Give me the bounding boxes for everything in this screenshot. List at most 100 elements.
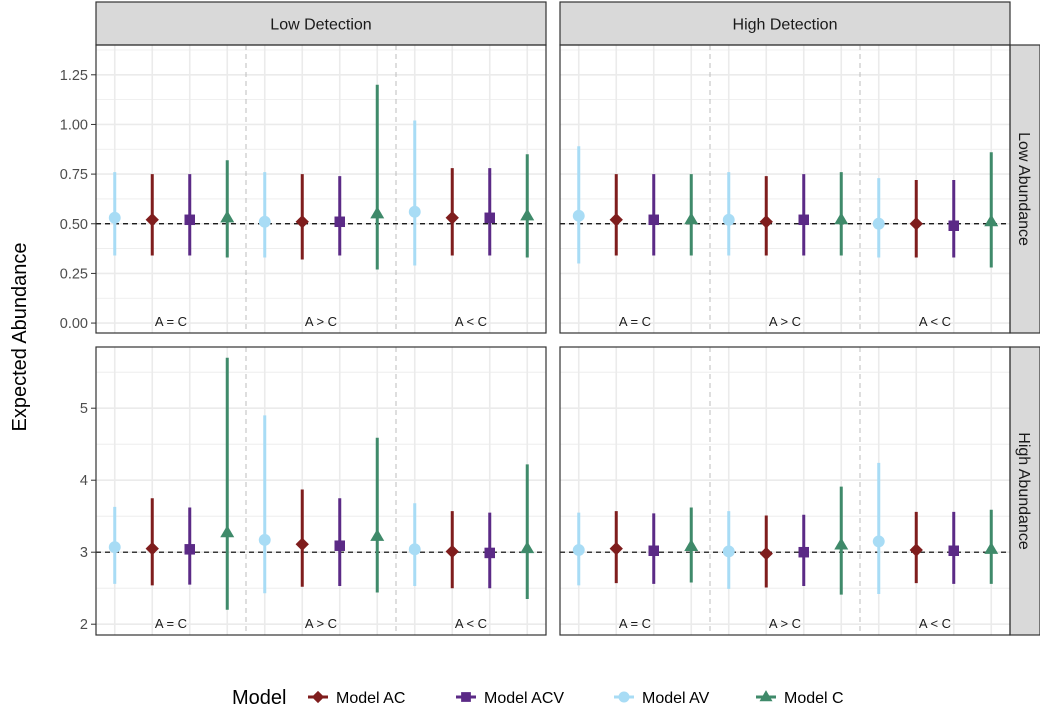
panel-border bbox=[559, 346, 1011, 636]
y-tick-label: 1.00 bbox=[60, 117, 88, 133]
group-label: A > C bbox=[769, 616, 801, 631]
group-label: A = C bbox=[619, 314, 651, 329]
panel-background bbox=[96, 45, 546, 333]
group-label: A > C bbox=[305, 314, 337, 329]
point-model-c bbox=[684, 212, 699, 225]
point-model-av bbox=[108, 541, 121, 554]
point-model-c bbox=[220, 525, 235, 538]
group-label: A < C bbox=[919, 314, 951, 329]
point-model-acv bbox=[948, 545, 959, 557]
panel-border bbox=[559, 44, 1011, 334]
panel-layer: Low Detection High Detection Low Abundance… bbox=[95, 1, 1040, 636]
point-model-c bbox=[370, 528, 385, 541]
point-model-ac bbox=[445, 544, 459, 559]
point-model-ac bbox=[759, 215, 773, 229]
point-model-av bbox=[258, 215, 271, 228]
y-tick-label: 0.25 bbox=[60, 266, 88, 282]
group-label: A < C bbox=[455, 616, 487, 631]
point-model-acv bbox=[484, 547, 495, 559]
column-strip-label: Low Detection bbox=[270, 17, 371, 34]
legend-key-marker bbox=[618, 691, 630, 703]
point-model-c bbox=[984, 214, 999, 227]
point-model-c bbox=[220, 210, 235, 223]
point-model-c bbox=[370, 206, 385, 219]
point-model-c bbox=[834, 537, 849, 550]
group-label: A < C bbox=[455, 314, 487, 329]
point-model-acv bbox=[648, 545, 659, 557]
panel-background bbox=[96, 347, 546, 635]
point-model-av bbox=[722, 545, 735, 558]
point-model-acv bbox=[798, 546, 809, 558]
column-strip-high-detection bbox=[559, 1, 1011, 46]
point-model-av bbox=[408, 205, 421, 218]
point-model-c bbox=[984, 541, 999, 554]
point-model-c bbox=[684, 539, 699, 551]
point-model-av bbox=[258, 534, 271, 546]
y-tick-label: 0.50 bbox=[60, 217, 88, 233]
point-model-av bbox=[572, 209, 585, 222]
point-model-ac bbox=[909, 543, 923, 557]
legend-key-marker bbox=[311, 690, 325, 704]
legend-label: Model C bbox=[784, 690, 844, 707]
point-model-av bbox=[872, 535, 885, 548]
panel-border bbox=[95, 346, 547, 636]
point-model-acv bbox=[798, 214, 809, 226]
point-model-acv bbox=[484, 212, 495, 224]
point-model-acv bbox=[948, 220, 959, 231]
legend-key-marker bbox=[759, 690, 773, 702]
group-label: A = C bbox=[155, 616, 187, 631]
point-model-ac bbox=[145, 541, 159, 556]
point-model-av bbox=[408, 543, 421, 556]
legend-key-model-c bbox=[756, 690, 776, 702]
row-strip-high-abundance bbox=[1009, 346, 1040, 636]
point-model-acv bbox=[334, 216, 345, 228]
y-tick-label: 5 bbox=[80, 401, 88, 417]
y-tick-label: 4 bbox=[80, 473, 88, 489]
panel-high-abundance-high-detection: A = C A > C A < C bbox=[559, 346, 1011, 636]
point-model-ac bbox=[609, 541, 623, 556]
point-model-c bbox=[834, 212, 849, 225]
point-model-ac bbox=[759, 546, 773, 561]
column-strip-low-detection bbox=[95, 1, 547, 46]
panel-border bbox=[95, 44, 547, 334]
legend-key-model-ac bbox=[308, 690, 328, 704]
legend-key-marker bbox=[461, 692, 471, 702]
y-tick-label: 1.25 bbox=[60, 68, 88, 84]
point-model-av bbox=[872, 217, 885, 230]
point-model-ac bbox=[445, 211, 459, 225]
row-strip-label: High Abundance bbox=[1015, 432, 1032, 550]
legend-label: Model AC bbox=[336, 690, 405, 707]
point-model-c bbox=[520, 208, 535, 221]
y-axis-title: Expected Abundance bbox=[9, 242, 31, 431]
point-model-ac bbox=[295, 215, 309, 229]
point-model-av bbox=[572, 544, 585, 556]
panel-low-abundance-low-detection: A = C A > C A < C bbox=[95, 44, 547, 334]
y-tick-label: 0.75 bbox=[60, 167, 88, 183]
column-strip-label: High Detection bbox=[733, 17, 838, 34]
point-model-ac bbox=[295, 537, 309, 551]
legend-key-model-av bbox=[614, 691, 634, 703]
group-label: A = C bbox=[155, 314, 187, 329]
group-label: A = C bbox=[619, 616, 651, 631]
point-model-acv bbox=[648, 214, 659, 226]
y-tick-label: 0.00 bbox=[60, 316, 88, 332]
point-model-c bbox=[520, 541, 535, 554]
group-label: A < C bbox=[919, 616, 951, 631]
grid-layer bbox=[96, 45, 1010, 635]
legend-key-model-acv bbox=[456, 692, 476, 702]
panel-high-abundance-low-detection: A = C A > C A < C bbox=[95, 346, 547, 636]
y-tick-label: 2 bbox=[80, 617, 88, 633]
panel-background bbox=[560, 347, 1010, 635]
point-model-acv bbox=[334, 540, 345, 551]
group-label: A > C bbox=[769, 314, 801, 329]
axis-layer: 0.00 0.25 0.50 0.75 1.00 1.25 2 3 4 5 bbox=[60, 68, 96, 633]
point-model-ac bbox=[145, 213, 159, 227]
point-model-acv bbox=[184, 544, 195, 555]
panel-background bbox=[560, 45, 1010, 333]
point-model-av bbox=[108, 211, 121, 224]
point-model-acv bbox=[184, 214, 195, 226]
group-label: A > C bbox=[305, 616, 337, 631]
point-model-av bbox=[722, 213, 735, 226]
legend-label: Model AV bbox=[642, 690, 710, 707]
